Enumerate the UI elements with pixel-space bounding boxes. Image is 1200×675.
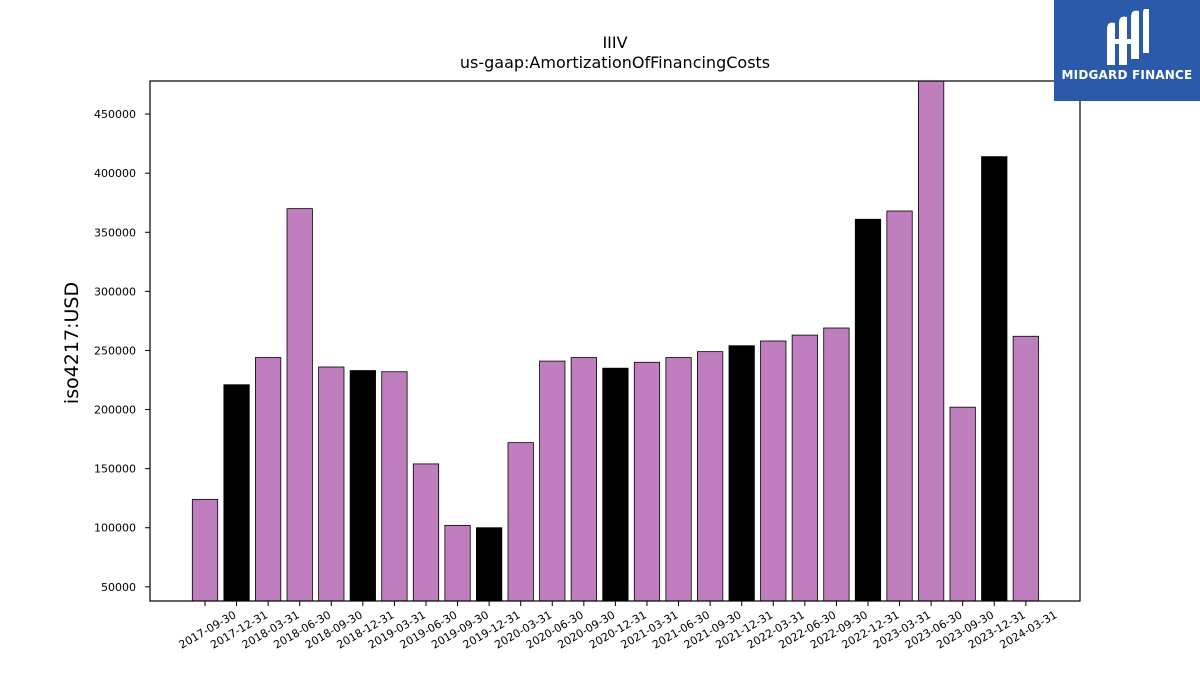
y-tick-label: 150000 [94, 463, 136, 476]
y-tick-label: 200000 [94, 404, 136, 417]
y-tick-label: 350000 [94, 226, 136, 239]
bar-2018-03-31 [255, 357, 282, 602]
y-tick-label: 400000 [94, 167, 136, 180]
x-axis: 2017-09-302017-12-312018-03-312018-06-30… [177, 601, 1059, 652]
bar-2020-09-30 [570, 357, 597, 602]
midgard-finance-logo: MIDGARD FINANCE [1054, 0, 1200, 101]
y-tick-label: 50000 [101, 581, 136, 594]
chart-subtitle: us-gaap:AmortizationOfFinancingCosts [460, 53, 770, 72]
bar-2020-12-31 [602, 367, 629, 602]
y-axis-label: iso4217:USD [61, 282, 83, 404]
bar-2021-06-30 [665, 357, 692, 602]
bar-2018-12-31 [349, 370, 376, 602]
bar-2017-12-31 [223, 384, 250, 602]
bar-2018-09-30 [318, 366, 345, 602]
plot-frame [149, 80, 1081, 602]
y-tick-label: 300000 [94, 285, 136, 298]
bar-2019-12-31 [476, 527, 503, 602]
bar-2022-03-31 [760, 340, 787, 602]
y-tick-label: 450000 [94, 108, 136, 121]
bar-2020-06-30 [539, 360, 566, 602]
chart-title: IIIV [602, 33, 627, 52]
midgard-logo-icon [1107, 9, 1149, 66]
bar-2020-03-31 [507, 442, 534, 602]
bar-2023-09-30 [949, 406, 976, 602]
bar-2023-03-31 [886, 210, 913, 602]
logo-text: MIDGARD FINANCE [1061, 68, 1193, 82]
bar-2021-12-31 [728, 345, 755, 602]
bar-2024-03-31 [1012, 335, 1039, 602]
y-tick-label: 100000 [94, 522, 136, 535]
bar-2022-09-30 [823, 327, 850, 602]
bar-2019-06-30 [412, 463, 440, 602]
bar-2018-06-30 [286, 208, 313, 602]
bar-2019-03-31 [381, 371, 408, 602]
bar-2019-09-30 [444, 524, 471, 602]
bar-2017-09-30 [191, 498, 219, 602]
bars-group [191, 80, 1039, 602]
y-axis: 50000 100000 150000 200000 250000 300000 35000… [94, 108, 150, 594]
bar-2021-03-31 [633, 361, 661, 602]
bar-2021-09-30 [697, 351, 724, 602]
y-tick-label: 250000 [94, 344, 136, 357]
bar-2022-12-31 [854, 218, 882, 602]
bar-2023-06-30 [918, 80, 945, 602]
bar-2022-06-30 [791, 334, 818, 602]
bar-2023-12-31 [981, 156, 1008, 602]
